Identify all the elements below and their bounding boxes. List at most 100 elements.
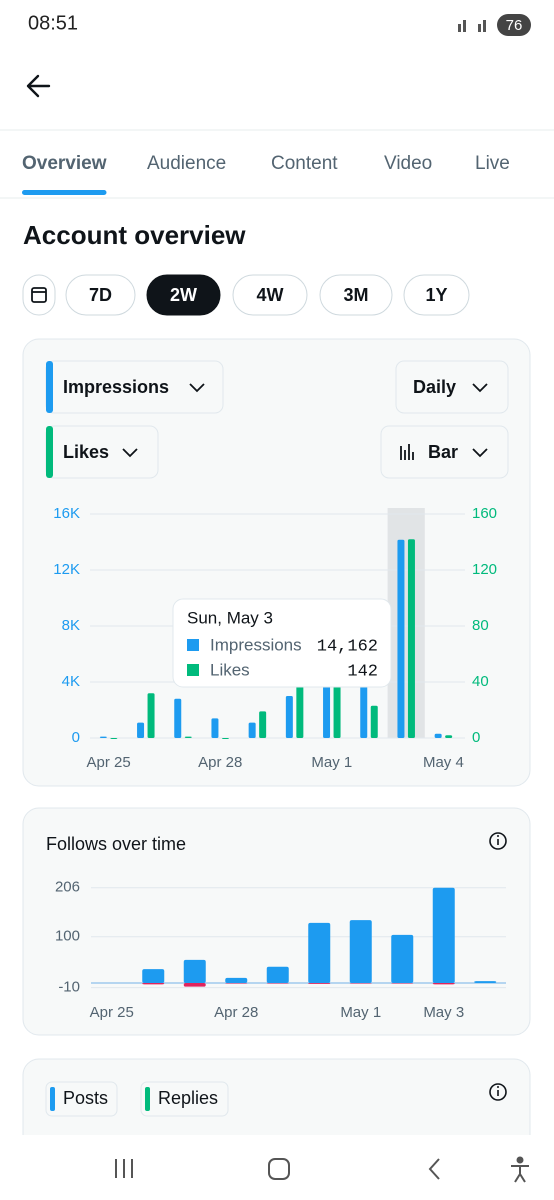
- bar: [183, 959, 206, 983]
- range-bg: [146, 274, 221, 316]
- bar: [266, 966, 289, 983]
- x-tick-label: Apr 25: [86, 754, 130, 771]
- bar: [184, 736, 192, 738]
- tab[interactable]: Overview: [22, 153, 107, 174]
- x-tick-label: May 4: [423, 754, 464, 771]
- impressions-chart: 0 4K 8K 12K 16K 0 40 80 120 160 Apr 25 Apr 28 May 1 M…: [53, 505, 497, 771]
- range-button[interactable]: 1Y: [403, 274, 470, 316]
- signal-icons: [458, 20, 486, 32]
- bar: [349, 920, 372, 983]
- bar: [432, 982, 455, 985]
- tab[interactable]: Content: [271, 153, 338, 174]
- bar: [221, 738, 229, 739]
- y2-tick-label: 120: [472, 561, 497, 578]
- nav-bar: [0, 1135, 554, 1200]
- bar: [183, 982, 206, 987]
- card-title: Follows over time: [46, 834, 186, 854]
- tooltip-value: 14,162: [317, 637, 378, 656]
- bar: [308, 982, 331, 984]
- chip[interactable]: Replies: [140, 1081, 229, 1117]
- y2-tick-label: 40: [472, 673, 489, 690]
- tooltip-swatch: [187, 664, 199, 676]
- bar: [285, 696, 293, 738]
- bar: [110, 738, 118, 739]
- bar: [391, 934, 414, 983]
- bar: [142, 969, 165, 983]
- bar: [432, 887, 455, 983]
- back-button[interactable]: [26, 74, 51, 98]
- battery-level: 76: [506, 17, 523, 34]
- status-time: 08:51: [28, 12, 78, 34]
- x-tick-label: May 1: [340, 1004, 381, 1021]
- metric-dropdown[interactable]: Impressions: [45, 360, 224, 414]
- metric-dropdown[interactable]: Likes: [45, 425, 159, 479]
- y2-tick-label: 80: [472, 617, 489, 634]
- chart-style-dropdown[interactable]: Bar: [380, 425, 509, 479]
- nav-icons[interactable]: [115, 1156, 529, 1183]
- info-icon[interactable]: [489, 832, 507, 850]
- bar: [333, 673, 341, 738]
- tooltip-label: Likes: [210, 660, 250, 679]
- y-tick-label: 0: [72, 729, 80, 746]
- bar: [407, 539, 415, 738]
- range-label: 1Y: [425, 285, 447, 305]
- bar: [445, 735, 453, 738]
- x-tick-label: May 1: [311, 754, 352, 771]
- tooltip: Sun, May 3 Impressions 14,162 Likes 142: [172, 598, 392, 688]
- bar: [99, 736, 107, 738]
- y2-tick-label: 0: [472, 729, 480, 746]
- range-label: 3M: [343, 285, 368, 305]
- bar: [142, 982, 165, 985]
- range-label: 7D: [89, 285, 112, 305]
- bar: [370, 705, 378, 738]
- section-title: Account overview: [23, 220, 246, 250]
- calendar-button[interactable]: [22, 274, 56, 316]
- tab-bar: Overview Audience Content Video Live: [22, 153, 510, 195]
- bar: [225, 977, 248, 983]
- range-bg: [319, 274, 393, 316]
- tooltip-swatch: [187, 639, 199, 651]
- bar: [259, 711, 267, 738]
- range-button[interactable]: 3M: [319, 274, 393, 316]
- x-tick-label: Apr 25: [90, 1004, 134, 1021]
- bar: [308, 922, 331, 983]
- dropdown-label: Bar: [428, 442, 458, 462]
- y-tick-label: 4K: [62, 673, 80, 690]
- x-tick-label: May 3: [423, 1004, 464, 1021]
- range-bg: [65, 274, 136, 316]
- bar: [474, 981, 497, 983]
- range-button[interactable]: 2W: [146, 274, 221, 316]
- y-tick-label: -10: [58, 979, 80, 996]
- bar: [147, 693, 155, 738]
- chip[interactable]: Posts: [45, 1081, 118, 1117]
- tab[interactable]: Live: [475, 153, 510, 174]
- battery: [497, 14, 531, 36]
- x-tick-label: Apr 28: [198, 754, 242, 771]
- chip-label: Posts: [63, 1088, 108, 1108]
- bar: [397, 539, 405, 738]
- dropdown-label: Likes: [63, 442, 109, 462]
- range-bg: [232, 274, 308, 316]
- tooltip-label: Impressions: [210, 635, 302, 654]
- x-tick-label: Apr 28: [214, 1004, 258, 1021]
- dropdown-label: Impressions: [63, 377, 169, 397]
- info-icon[interactable]: [489, 1083, 507, 1101]
- tab[interactable]: Audience: [147, 153, 226, 174]
- chip-label: Replies: [158, 1088, 218, 1108]
- y-tick-label: 12K: [53, 561, 80, 578]
- range-button[interactable]: 4W: [232, 274, 308, 316]
- bar: [211, 718, 219, 738]
- range-label: 2W: [170, 285, 197, 305]
- bar: [296, 673, 304, 738]
- range-button[interactable]: 7D: [65, 274, 136, 316]
- bar: [248, 722, 256, 738]
- follows-chart: -10 100 206 Apr 25 Apr 28 May 1 May 3: [55, 879, 506, 1021]
- interval-dropdown[interactable]: Daily: [395, 360, 509, 414]
- range-label: 4W: [257, 285, 284, 305]
- tab[interactable]: Video: [384, 153, 432, 174]
- range-bg: [403, 274, 470, 316]
- tab-indicator: [22, 190, 107, 195]
- dropdown-label: Daily: [413, 377, 456, 397]
- y-tick-label: 16K: [53, 505, 80, 522]
